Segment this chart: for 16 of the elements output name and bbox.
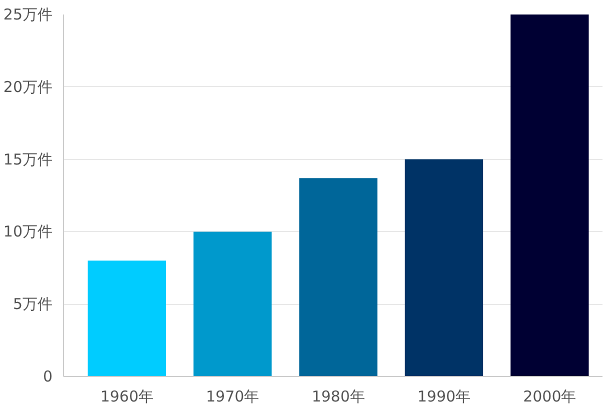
y-tick-label: 5万件 (12, 295, 53, 314)
x-tick-label: 1990年 (417, 388, 471, 406)
y-tick-label: 10万件 (3, 222, 53, 241)
x-tick-label: 2000年 (523, 388, 576, 406)
x-tick-label: 1970年 (206, 388, 260, 406)
x-tick-label: 1980年 (312, 388, 365, 406)
bar (193, 232, 272, 376)
x-tick-label: 1960年 (100, 388, 154, 406)
bar (88, 260, 166, 376)
y-tick-label: 25万件 (3, 6, 53, 24)
y-tick-label: 20万件 (3, 78, 53, 96)
y-tick-label: 0 (42, 368, 53, 386)
bar (404, 159, 484, 376)
bar (299, 178, 378, 376)
y-tick-label: 15万件 (3, 150, 53, 168)
bar (510, 14, 589, 376)
